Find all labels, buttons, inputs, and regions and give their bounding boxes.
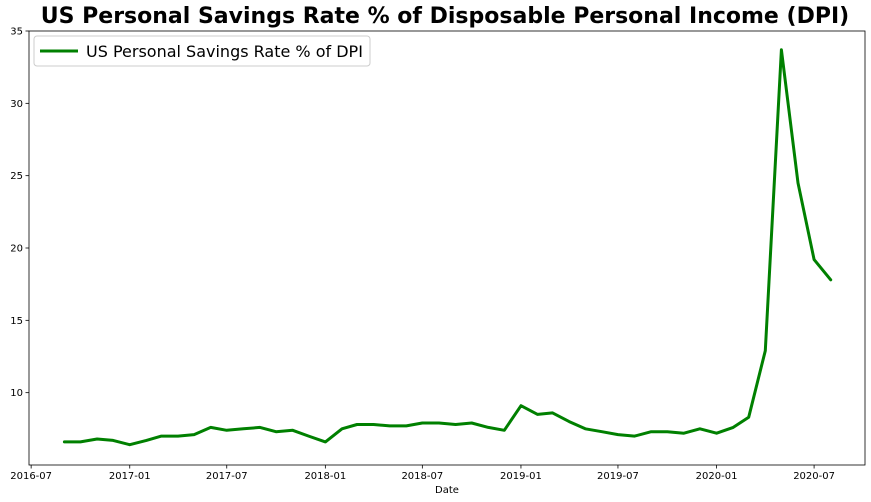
y-tick-label: 35 — [10, 27, 23, 38]
plot-area — [28, 30, 866, 466]
legend: US Personal Savings Rate % of DPI — [33, 35, 371, 67]
legend-label: US Personal Savings Rate % of DPI — [86, 42, 363, 61]
chart-title: US Personal Savings Rate % of Disposable… — [41, 4, 849, 29]
y-tick-label: 30 — [10, 99, 23, 110]
y-tick-label: 15 — [10, 316, 23, 327]
x-tick-label: 2018-07 — [401, 471, 443, 482]
x-tick-label: 2017-07 — [206, 471, 248, 482]
x-tick-label: 2020-01 — [696, 471, 738, 482]
x-tick-label: 2019-01 — [500, 471, 542, 482]
x-axis-label: Date — [435, 485, 459, 496]
legend-box — [33, 35, 371, 67]
x-tick-label: 2019-07 — [597, 471, 639, 482]
x-tick-label: 2016-07 — [10, 471, 52, 482]
y-tick-label: 10 — [10, 388, 23, 399]
series-line — [62, 48, 833, 447]
y-tick-label: 25 — [10, 171, 23, 182]
series-layer — [62, 48, 833, 447]
x-tick-label: 2018-01 — [304, 471, 346, 482]
x-tick-label: 2017-01 — [109, 471, 151, 482]
x-axis: 2016-07 2017-01 2017-07 2018-01 2018-07 2019-… — [10, 465, 835, 482]
x-tick-label: 2020-07 — [793, 471, 835, 482]
y-axis: 10 15 20 25 30 35 — [10, 27, 29, 399]
y-tick-label: 20 — [10, 244, 23, 255]
